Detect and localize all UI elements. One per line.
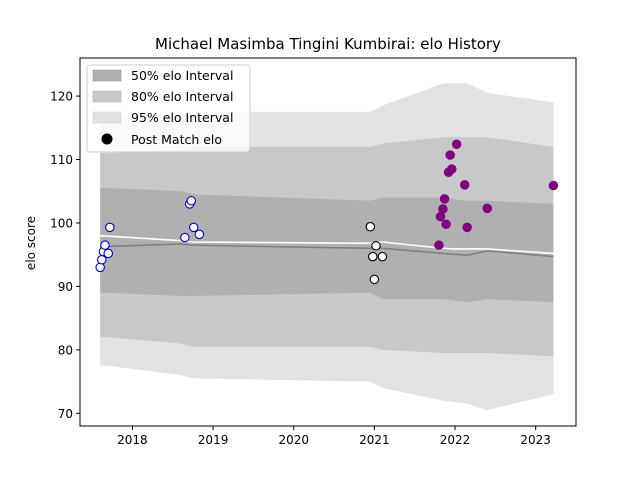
y-axis: 70 80 90 100 110 120 bbox=[50, 90, 80, 421]
legend-label-80: 80% elo Interval bbox=[131, 89, 233, 104]
x-tick-label: 2020 bbox=[278, 433, 309, 447]
data-point-blue-hollow bbox=[100, 240, 110, 250]
y-tick-label: 120 bbox=[50, 90, 73, 104]
legend-label-50: 50% elo Interval bbox=[131, 68, 233, 83]
data-point-black-hollow bbox=[368, 251, 378, 262]
y-tick-label: 70 bbox=[58, 407, 73, 421]
y-tick-label: 80 bbox=[58, 343, 73, 357]
elo-interval-bands bbox=[100, 83, 554, 411]
data-point-black-hollow bbox=[371, 241, 381, 251]
data-point-purple-filled bbox=[451, 139, 462, 150]
y-axis-label: elo score bbox=[24, 216, 38, 270]
data-point-blue-hollow bbox=[103, 248, 113, 259]
x-axis: 2018 2019 2020 2021 2022 2023 bbox=[117, 426, 551, 447]
data-point-purple-filled bbox=[447, 164, 457, 174]
y-tick-label: 100 bbox=[50, 216, 73, 230]
data-point-purple-filled bbox=[459, 180, 470, 190]
x-tick-label: 2018 bbox=[117, 433, 148, 447]
x-tick-label: 2021 bbox=[359, 433, 390, 447]
chart-title: Michael Masimba Tingini Kumbirai: elo Hi… bbox=[155, 35, 501, 53]
data-point-purple-filled bbox=[482, 203, 493, 214]
data-point-black-hollow bbox=[377, 251, 388, 262]
data-point-purple-filled bbox=[462, 222, 472, 233]
data-point-blue-hollow bbox=[194, 229, 205, 240]
data-point-blue-hollow bbox=[186, 196, 197, 206]
post-match-points bbox=[95, 139, 559, 285]
y-tick-label: 90 bbox=[58, 280, 73, 294]
data-point-purple-filled bbox=[445, 150, 455, 160]
data-point-purple-filled bbox=[441, 219, 451, 229]
x-tick-label: 2019 bbox=[198, 433, 229, 447]
data-point-purple-filled bbox=[439, 194, 450, 204]
data-point-blue-hollow bbox=[97, 255, 107, 265]
legend-box bbox=[86, 64, 251, 153]
x-tick-label: 2023 bbox=[520, 433, 551, 447]
legend-swatch-80 bbox=[92, 90, 122, 103]
legend-swatch-95 bbox=[92, 111, 122, 124]
y-tick-label: 110 bbox=[50, 153, 73, 167]
data-point-black-hollow bbox=[369, 274, 380, 285]
data-point-black-hollow bbox=[365, 222, 376, 232]
data-point-blue-hollow bbox=[188, 222, 199, 233]
data-point-purple-filled bbox=[438, 204, 448, 214]
legend-marker-post-match bbox=[101, 133, 113, 145]
data-point-blue-hollow bbox=[95, 262, 105, 273]
x-tick-label: 2022 bbox=[440, 433, 471, 447]
legend-label-post-match: Post Match elo bbox=[131, 132, 222, 147]
plot-frame bbox=[79, 57, 577, 427]
data-point-blue-hollow bbox=[180, 232, 190, 243]
data-point-blue-hollow bbox=[105, 222, 115, 233]
data-point-purple-filled bbox=[434, 240, 444, 250]
legend-label-95: 95% elo Interval bbox=[131, 110, 233, 125]
data-point-purple-filled bbox=[548, 180, 559, 191]
legend: 50% elo Interval 80% elo Interval 95% el… bbox=[86, 64, 251, 153]
legend-swatch-50 bbox=[92, 69, 122, 82]
